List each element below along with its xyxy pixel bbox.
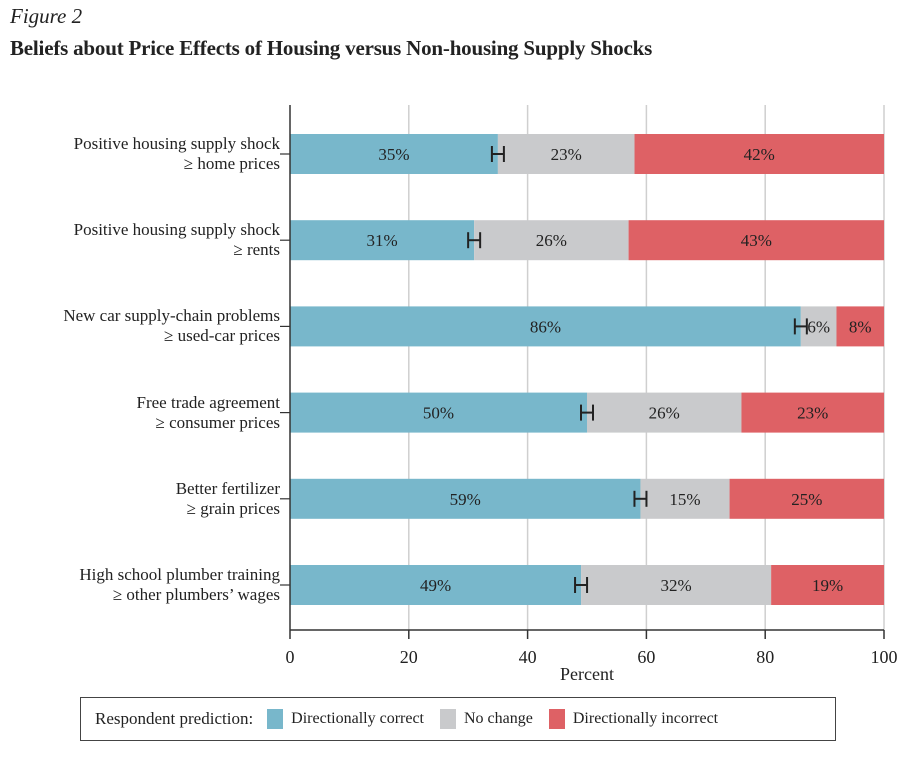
legend-item-no-change: No change (440, 709, 533, 729)
category-label-line1: New car supply-chain problems (63, 306, 280, 326)
legend-label-correct: Directionally correct (291, 710, 424, 727)
data-label: 43% (741, 231, 772, 250)
bar-segment-directionally-correct (290, 392, 587, 433)
chart-title: Beliefs about Price Effects of Housing v… (10, 36, 653, 60)
bar-segment-directionally-correct (290, 478, 641, 519)
x-tick-label: 100 (871, 647, 898, 667)
bar-segment-directionally-incorrect (771, 565, 884, 605)
data-label: 23% (551, 145, 582, 164)
data-label: 42% (744, 145, 775, 164)
legend-label-no-change: No change (464, 710, 533, 727)
data-label: 8% (849, 317, 872, 336)
category-label-line2: ≥ rents (233, 240, 280, 260)
legend-swatch-incorrect (548, 709, 565, 729)
category-label-line2: ≥ grain prices (186, 498, 280, 518)
category-label-line2: ≥ home prices (183, 154, 280, 173)
data-label: 49% (420, 576, 451, 595)
category-label: High school plumber training ≥ other plum… (79, 565, 280, 605)
x-axis-label: Percent (560, 664, 614, 684)
bar-segment-directionally-correct (290, 134, 498, 174)
category-label-line1: High school plumber training (79, 565, 280, 584)
category-label: Free trade agreement ≥ consumer prices (137, 393, 280, 433)
x-tick-label: 80 (756, 647, 774, 667)
data-label: 26% (536, 231, 567, 250)
data-label: 86% (530, 317, 561, 336)
category-label-line2: ≥ consumer prices (155, 412, 280, 432)
data-label: 6% (807, 317, 830, 336)
category-label-line1: Better fertilizer (175, 478, 280, 498)
category-label: Positive housing supply shock ≥ home pric… (74, 134, 280, 174)
category-label-line2: ≥ other plumbers’ wages (112, 585, 280, 604)
data-label: 31% (366, 231, 397, 250)
x-tick-label: 40 (519, 647, 537, 667)
bar-segment-no-change (497, 134, 635, 174)
bar-segment-directionally-incorrect (628, 220, 884, 261)
bar-segment-directionally-correct (290, 306, 801, 347)
legend-swatch-correct (267, 709, 284, 729)
data-label: 19% (812, 576, 843, 595)
bar-segment-directionally-incorrect (741, 392, 884, 433)
legend: Respondent prediction: Directionally cor… (80, 697, 836, 741)
bar-segment-no-change (581, 565, 772, 605)
data-label: 26% (649, 404, 680, 423)
legend-swatch-no-change (440, 709, 456, 729)
data-label: 23% (797, 404, 828, 423)
category-label-line1: Free trade agreement (136, 392, 280, 412)
data-label: 59% (450, 490, 481, 509)
bar-segment-no-change (640, 478, 730, 519)
bar-segment-directionally-incorrect (729, 478, 884, 519)
category-label-line1: Positive housing supply shock (73, 220, 280, 240)
legend-label-incorrect: Directionally incorrect (572, 710, 719, 727)
data-label: 35% (378, 145, 409, 164)
bar-segment-directionally-correct (290, 565, 582, 605)
bar-segment-directionally-correct (290, 220, 475, 261)
bar-segment-no-change (474, 220, 629, 261)
legend-item-incorrect: Directionally incorrect (548, 709, 719, 729)
legend-item-correct: Directionally correct (267, 709, 424, 729)
data-label: 15% (669, 490, 700, 509)
category-label-line2: ≥ used-car prices (164, 326, 280, 346)
x-tick-label: 20 (400, 647, 418, 667)
category-label: Positive housing supply shock ≥ rents (74, 220, 280, 260)
category-label: New car supply-chain problems ≥ used-car … (63, 306, 280, 346)
figure-label: Figure 2 (10, 4, 83, 28)
data-label: 25% (791, 490, 822, 509)
category-label: Better fertilizer ≥ grain prices (176, 479, 280, 519)
bar-segment-no-change (587, 392, 742, 433)
x-tick-label: 0 (286, 647, 295, 667)
legend-title: Respondent prediction: (95, 709, 254, 728)
data-label: 32% (661, 576, 692, 595)
data-label: 50% (423, 404, 454, 423)
bar-segment-directionally-incorrect (836, 306, 884, 347)
category-label-line1: Positive housing supply shock (73, 134, 280, 153)
bar-segment-directionally-incorrect (634, 134, 884, 174)
x-tick-label: 60 (637, 647, 655, 667)
